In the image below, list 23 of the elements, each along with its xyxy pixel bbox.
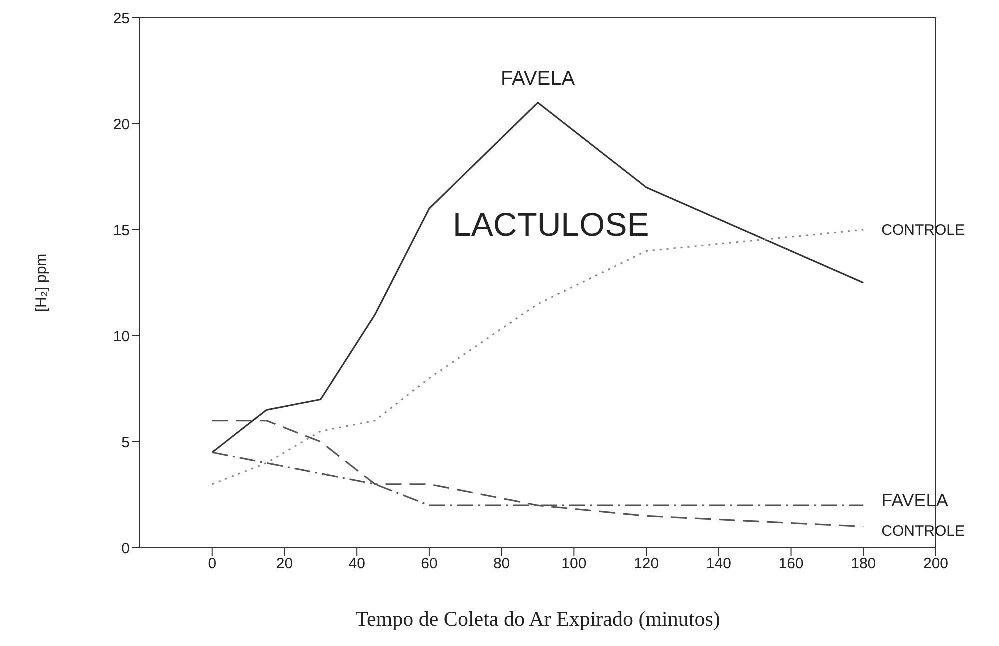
- x-tick-label: 40: [348, 556, 366, 573]
- x-tick-label: 100: [562, 556, 587, 573]
- x-tick-label: 120: [634, 556, 660, 573]
- y-tick-label: 20: [113, 116, 130, 134]
- y-tick-label: 0: [122, 540, 130, 558]
- y-tick-label: 15: [113, 222, 130, 240]
- x-tick-label: 20: [276, 556, 294, 573]
- line-series: [212, 102, 864, 454]
- line-series: [212, 420, 864, 528]
- x-tick-label: 160: [778, 556, 804, 573]
- x-tick-label: 200: [923, 556, 949, 573]
- x-tick-label: 180: [851, 556, 876, 573]
- x-tick-label: 80: [493, 556, 510, 573]
- series-label: FAVELA: [500, 68, 576, 90]
- y-tick-label: 25: [113, 10, 130, 28]
- x-tick-label: 0: [208, 556, 217, 573]
- x-tick-label: 60: [421, 556, 438, 573]
- y-tick-label: 10: [113, 328, 130, 346]
- x-axis-title: Tempo de Coleta do Ar Expirado (minutos): [356, 607, 720, 631]
- y-tick-label: 5: [122, 434, 130, 452]
- y-axis-title: [H₂] ppm: [33, 254, 50, 312]
- annotation: LACTULOSE: [453, 206, 650, 244]
- x-tick-label: 140: [706, 556, 732, 573]
